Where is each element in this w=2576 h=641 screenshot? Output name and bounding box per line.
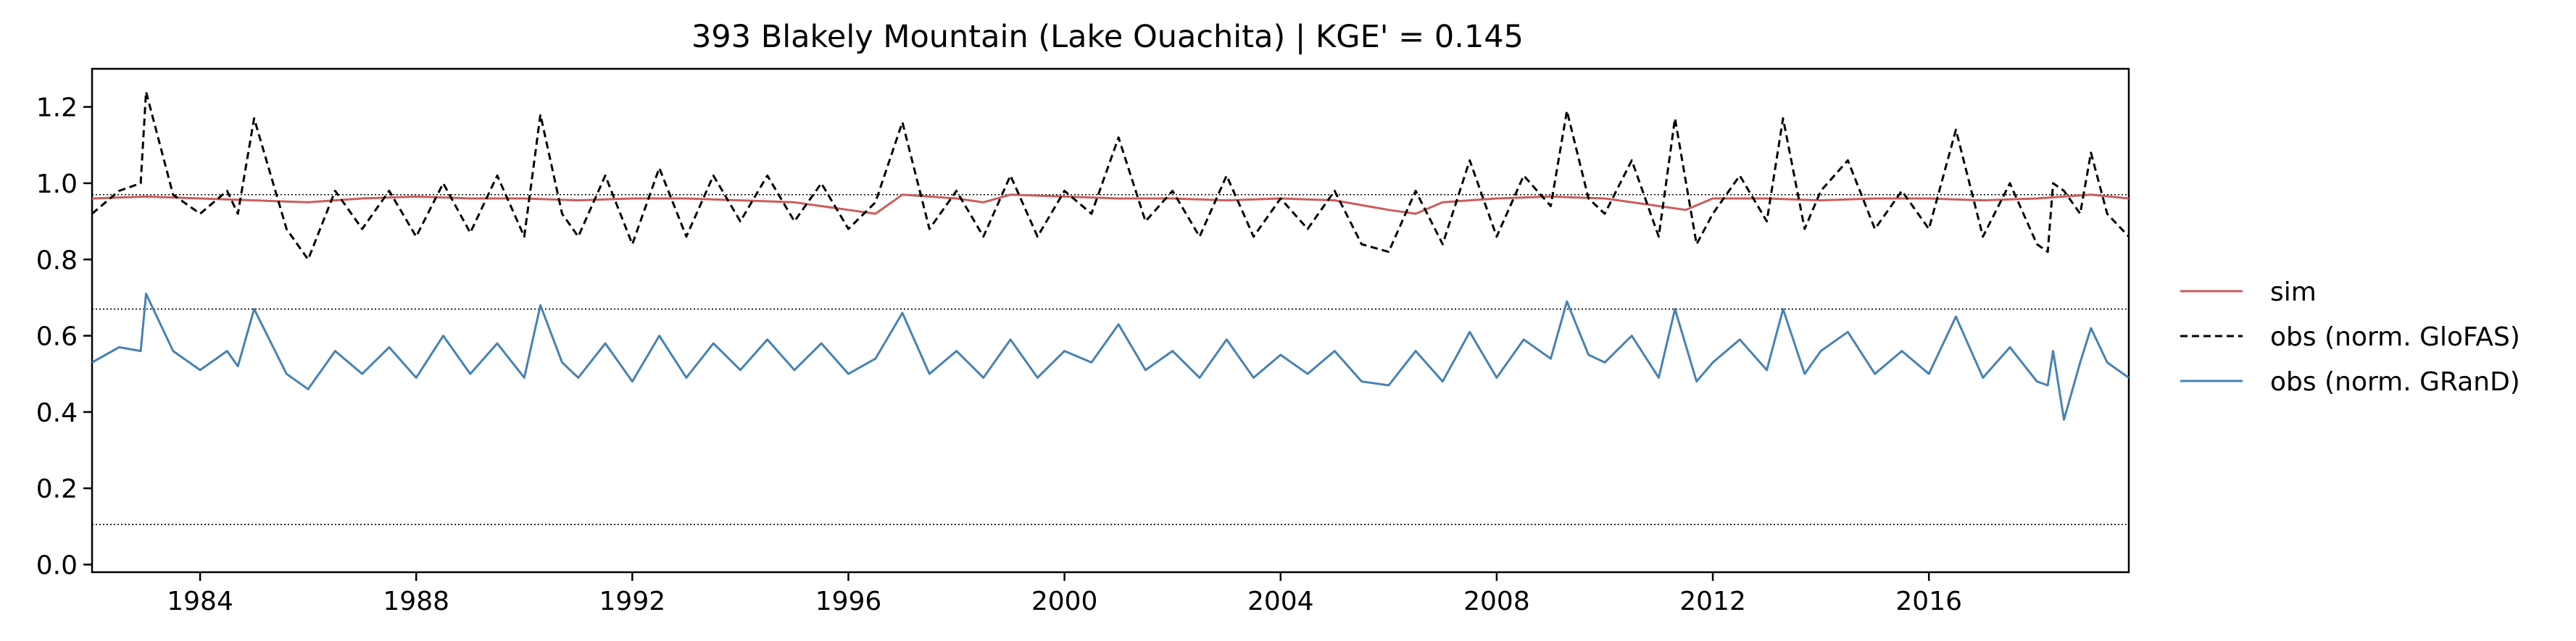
y-tick-label: 0.0	[36, 550, 78, 580]
chart-title: 393 Blakely Mountain (Lake Ouachita) | K…	[691, 19, 1524, 55]
x-tick-label: 2004	[1247, 587, 1314, 616]
y-tick-label: 1.2	[36, 93, 78, 123]
reference-lines	[92, 193, 2129, 525]
series-line-1	[91, 91, 2130, 261]
x-tick-label: 1984	[167, 587, 233, 616]
plot-area: 1984 1988 1992 1996 2000 2004 2008 2012 2016 0.0…	[36, 67, 2130, 616]
y-tick-label: 0.8	[36, 246, 78, 275]
y-tick-label: 0.4	[36, 398, 78, 428]
x-tick-label: 1988	[383, 587, 449, 616]
legend: sim obs (norm. GloFAS) obs (norm. GRanD)	[2180, 277, 2520, 397]
y-axis: 0.0 0.2 0.4 0.6 0.8 1.0 1.2	[36, 93, 92, 580]
y-tick-label: 0.6	[36, 322, 78, 352]
x-tick-label: 1992	[599, 587, 666, 616]
x-tick-label: 1996	[815, 587, 882, 616]
series-line-2	[91, 293, 2130, 421]
x-tick-label: 2012	[1679, 587, 1746, 616]
y-tick-label: 0.2	[36, 474, 78, 504]
legend-label-1: obs (norm. GloFAS)	[2270, 322, 2520, 352]
x-tick-label: 2008	[1463, 587, 1530, 616]
series-layer	[91, 91, 2130, 421]
legend-label-0: sim	[2270, 277, 2317, 307]
legend-label-2: obs (norm. GRanD)	[2270, 367, 2520, 397]
x-axis: 1984 1988 1992 1996 2000 2004 2008 2012 2016	[167, 572, 1962, 616]
plot-frame	[91, 67, 2130, 574]
y-tick-label: 1.0	[36, 169, 78, 199]
series-line-0	[91, 193, 2130, 215]
x-tick-label: 2016	[1895, 587, 1962, 616]
x-tick-label: 2000	[1031, 587, 1098, 616]
